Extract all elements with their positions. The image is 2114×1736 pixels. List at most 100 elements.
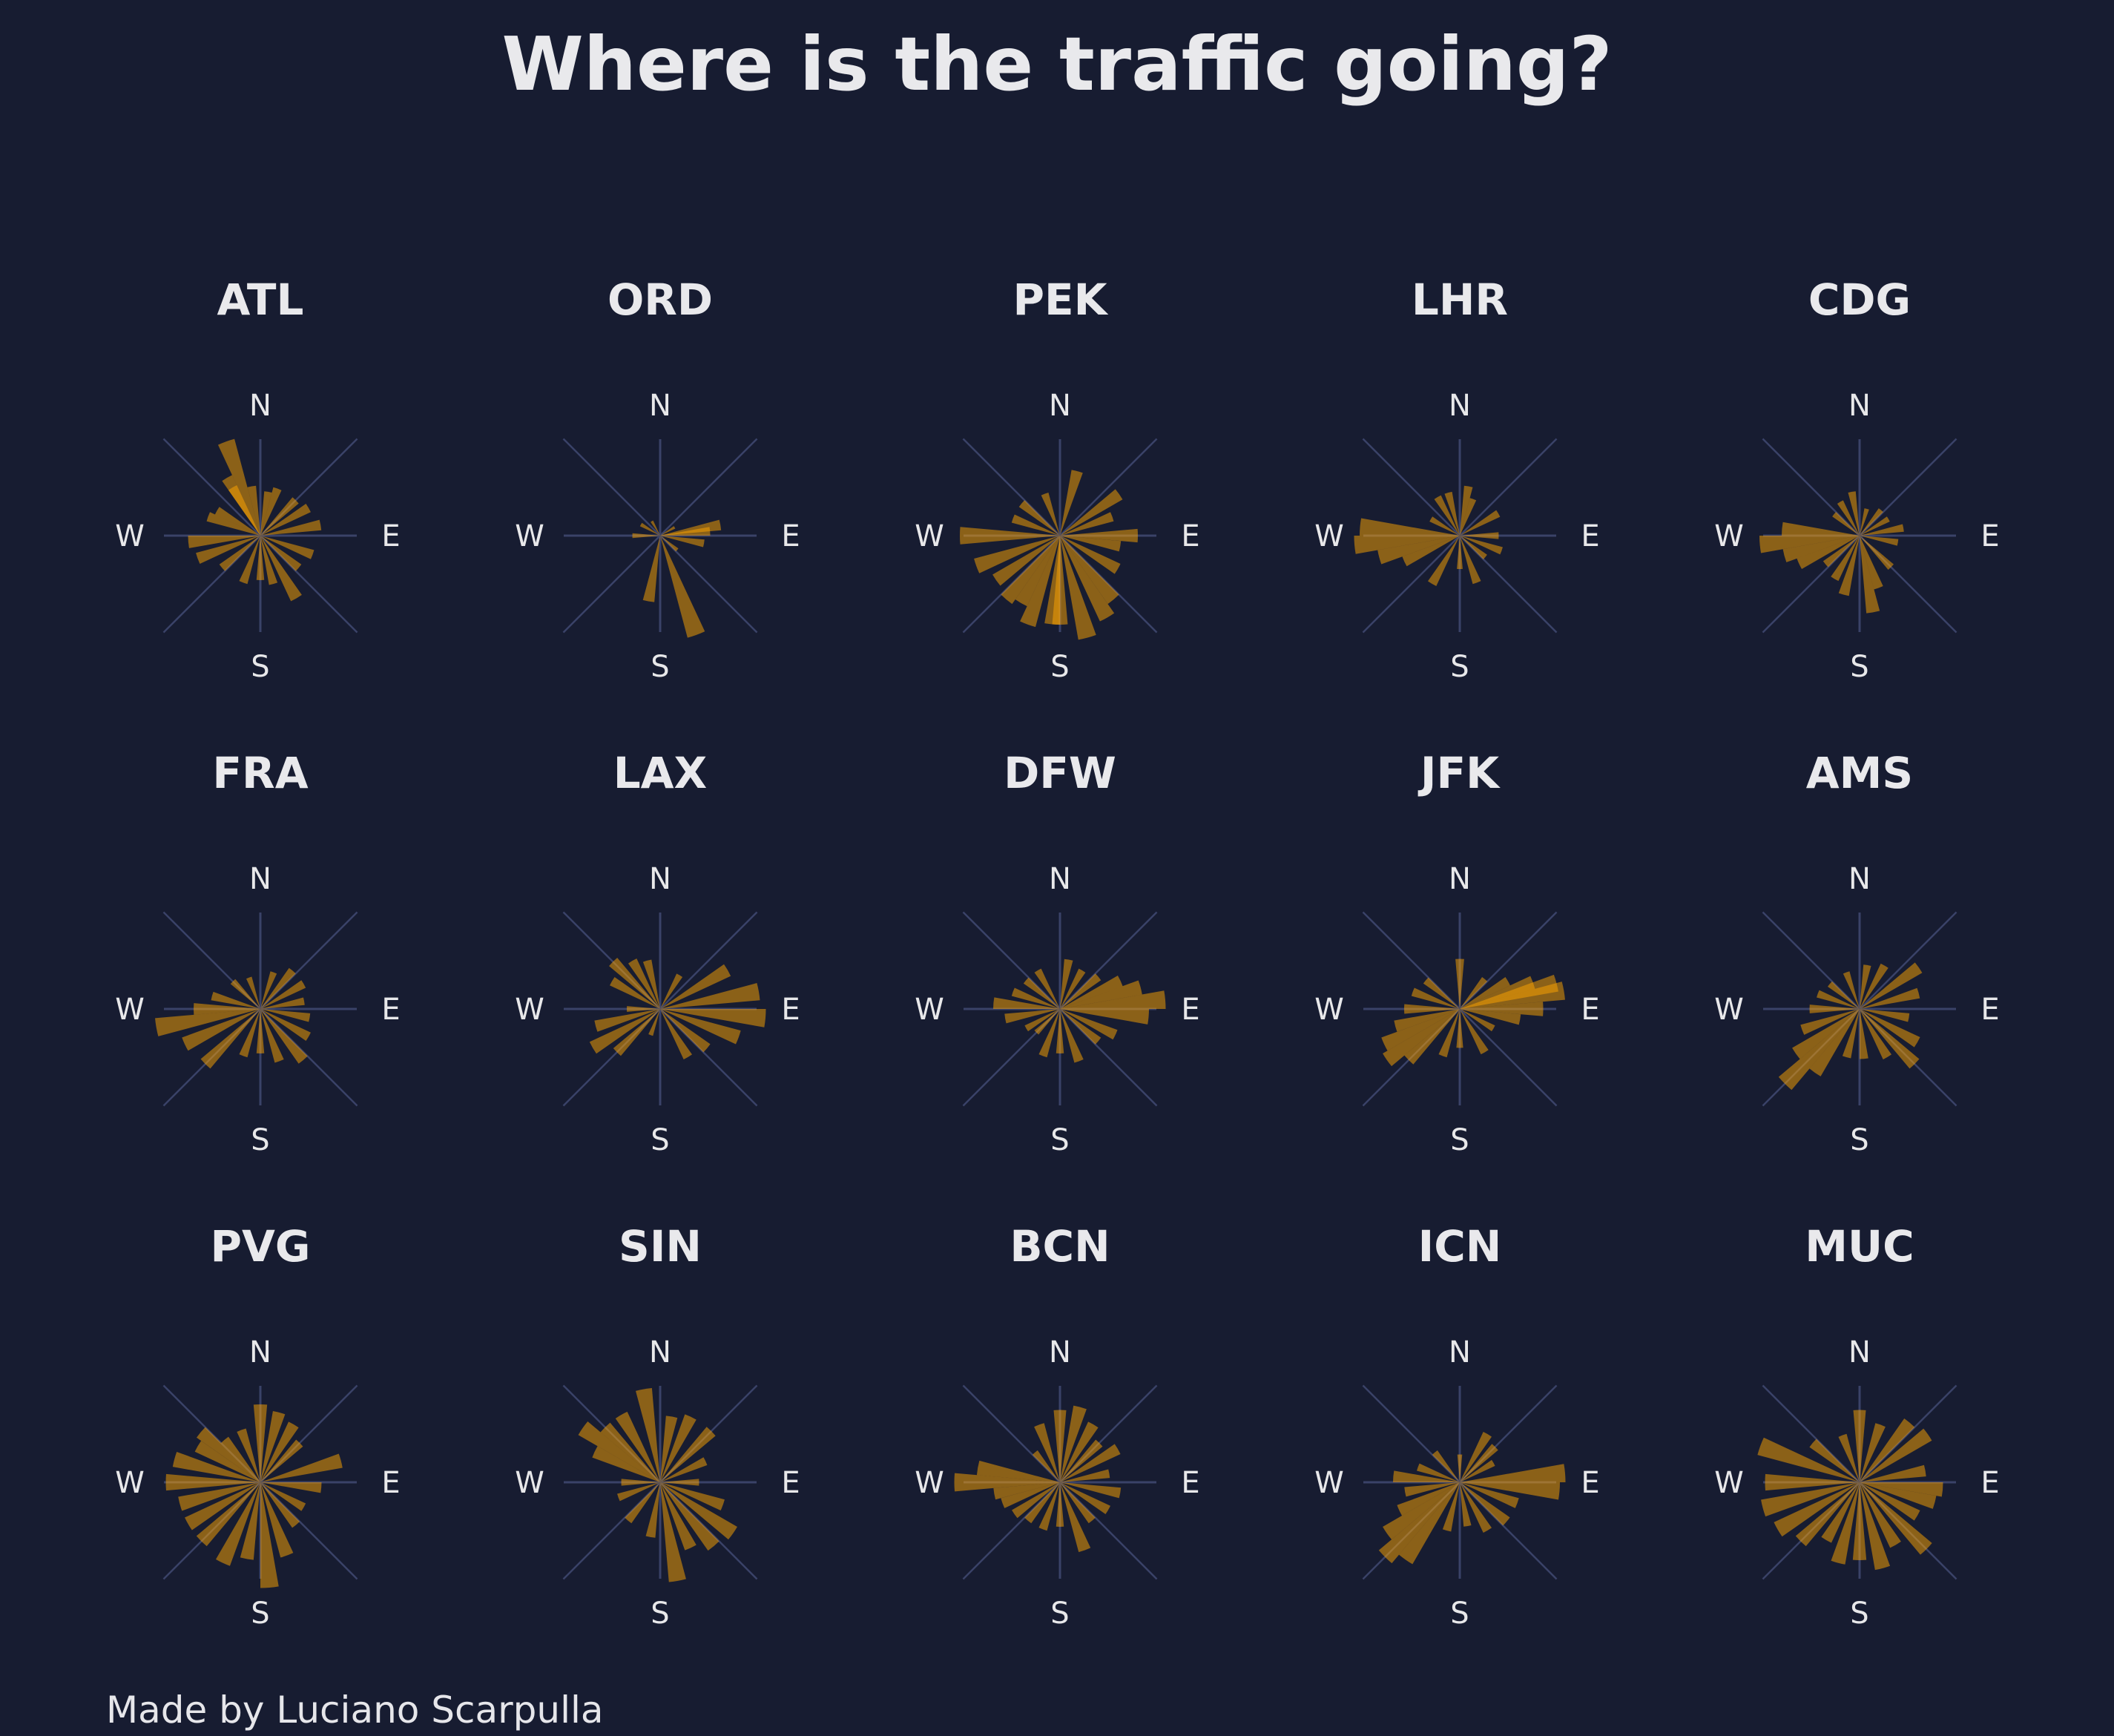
compass-label-e: E xyxy=(1181,1466,1199,1500)
page-title: Where is the traffic going? xyxy=(501,21,1613,108)
bar-pvg xyxy=(240,1482,260,1560)
bar-dfw xyxy=(1056,1009,1064,1054)
bar-dfw xyxy=(993,997,1060,1009)
bar-jfk xyxy=(1460,1009,1489,1055)
bar-pvg xyxy=(260,1482,294,1558)
bar-ams xyxy=(1860,1009,1920,1048)
panel-atl: ATL N E S W xyxy=(115,274,400,684)
compass-label-s: S xyxy=(651,1123,669,1157)
compass-label-e: E xyxy=(1980,1466,1999,1500)
bar-ams xyxy=(1827,981,1860,1009)
bar-dfw xyxy=(1060,959,1073,1009)
panel-title: JFK xyxy=(1417,748,1501,798)
bar-fra xyxy=(182,1009,260,1051)
compass-label-w: W xyxy=(115,1466,145,1500)
bar-fra xyxy=(230,979,260,1009)
bar-cdg xyxy=(1848,491,1860,536)
bar-jfk xyxy=(1456,1009,1463,1048)
bar-bcn xyxy=(1060,1444,1121,1482)
bar-muc xyxy=(1860,1482,1932,1555)
bar-fra xyxy=(194,1003,260,1015)
bar-fra xyxy=(260,1009,311,1022)
bar-atl xyxy=(188,536,260,548)
bar-pvg xyxy=(172,1451,260,1482)
bar-muc xyxy=(1860,1418,1915,1482)
bar-lhr xyxy=(1460,536,1481,585)
compass-label-n: N xyxy=(1848,862,1871,896)
compass-label-e: E xyxy=(1181,519,1199,553)
bar-pvg xyxy=(185,1482,260,1530)
bar-pek xyxy=(1015,536,1060,607)
compass-label-w: W xyxy=(1714,993,1744,1027)
compass-label-e: E xyxy=(1581,1466,1599,1500)
bar-sin xyxy=(660,1482,737,1540)
bar-dfw xyxy=(1060,1009,1102,1045)
bar-pvg xyxy=(196,1482,260,1547)
bar-lhr xyxy=(1460,536,1503,555)
bar-lax xyxy=(594,1009,660,1032)
bar-atl xyxy=(260,491,272,536)
compass-label-s: S xyxy=(1850,650,1868,684)
bar-sin xyxy=(578,1421,660,1482)
compass-label-n: N xyxy=(1449,1335,1471,1370)
bar-icn xyxy=(1393,1470,1460,1482)
bar-sin xyxy=(660,1457,708,1482)
bar-pek xyxy=(992,536,1060,586)
bar-pvg xyxy=(260,1410,286,1482)
compass-label-s: S xyxy=(251,1123,269,1157)
bar-pvg xyxy=(194,1441,260,1482)
compass-label-n: N xyxy=(1848,389,1871,423)
bar-lhr xyxy=(1460,532,1499,539)
compass-label-w: W xyxy=(115,519,145,553)
bar-lhr xyxy=(1377,536,1460,565)
compass-label-w: W xyxy=(915,519,944,553)
bar-pek xyxy=(1060,536,1121,574)
bar-ord xyxy=(660,519,722,536)
bar-pvg xyxy=(165,1473,260,1491)
bar-lhr xyxy=(1460,536,1487,559)
compass-label-s: S xyxy=(1850,1597,1868,1631)
bar-pvg xyxy=(253,1404,268,1482)
panel-icn: ICN N E S W xyxy=(1314,1221,1599,1631)
compass-label-s: S xyxy=(1050,650,1069,684)
bar-sin xyxy=(645,1482,660,1538)
compass-label-w: W xyxy=(1314,1466,1344,1500)
bar-muc xyxy=(1860,1482,1943,1497)
bar-icn xyxy=(1417,1463,1460,1482)
bar-bcn xyxy=(1060,1482,1110,1515)
bar-cdg xyxy=(1782,536,1860,562)
bar-muc xyxy=(1831,1482,1860,1565)
bar-bcn xyxy=(1060,1482,1091,1553)
bar-lax xyxy=(627,1006,660,1012)
bar-lax xyxy=(609,958,660,1009)
bar-fra xyxy=(256,1009,265,1054)
compass-label-s: S xyxy=(651,1597,669,1631)
compass-label-n: N xyxy=(649,389,671,423)
bar-lax xyxy=(642,959,660,1009)
bar-ams xyxy=(1860,987,1920,1009)
bar-cdg xyxy=(1860,516,1890,536)
bar-sin xyxy=(660,1479,699,1486)
bar-atl xyxy=(196,536,260,565)
bar-icn xyxy=(1404,1482,1460,1497)
bar-cdg xyxy=(1822,536,1860,568)
bar-bcn xyxy=(1060,1439,1103,1482)
bar-sin xyxy=(660,1482,725,1511)
panel-title: PVG xyxy=(210,1221,310,1272)
bar-dfw xyxy=(1060,1009,1084,1063)
panel-title: AMS xyxy=(1806,748,1913,798)
compass-label-n: N xyxy=(649,862,671,896)
bar-atl xyxy=(214,507,260,536)
bar-fra xyxy=(260,967,296,1009)
compass-label-n: N xyxy=(1449,862,1471,896)
bar-ams xyxy=(1800,1009,1860,1035)
bar-atl xyxy=(256,536,265,580)
bar-ams xyxy=(1778,1009,1860,1091)
bar-jfk xyxy=(1394,1009,1460,1032)
compass-label-n: N xyxy=(249,862,271,896)
bar-atl xyxy=(219,536,260,571)
bar-ams xyxy=(1860,962,1923,1009)
bar-lax xyxy=(648,1009,660,1036)
bar-ams xyxy=(1817,990,1860,1009)
bar-dfw xyxy=(1060,976,1123,1009)
